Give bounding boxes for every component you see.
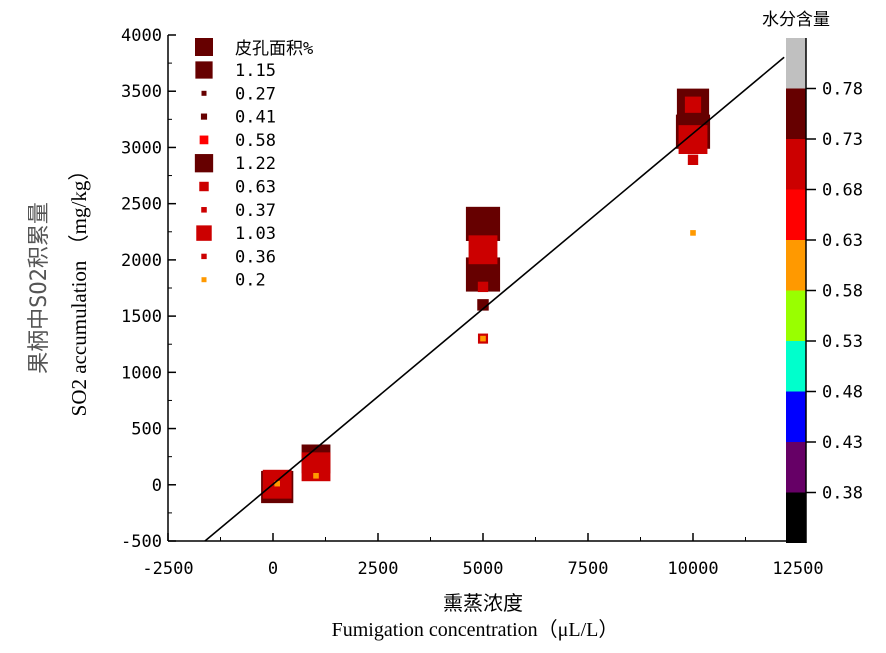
colorbar-tick-label: 0.73 bbox=[822, 130, 863, 150]
colorbar-tick-label: 0.63 bbox=[822, 231, 863, 251]
colorbar-bin bbox=[786, 38, 806, 89]
colorbar-tick-label: 0.68 bbox=[822, 181, 863, 201]
x-tick-label: 2500 bbox=[358, 559, 399, 579]
data-point bbox=[690, 230, 696, 236]
legend-label: 0.27 bbox=[235, 84, 276, 104]
colorbar-bin bbox=[786, 139, 806, 190]
x-axis-title-en: Fumigation concentration（μL/L） bbox=[332, 618, 619, 641]
legend-label: 1.03 bbox=[235, 224, 276, 244]
y-tick-label: 3500 bbox=[121, 82, 162, 102]
x-tick-label: 7500 bbox=[568, 559, 609, 579]
y-axis-title-en: SO2 accumulation （mg/kg） bbox=[67, 160, 91, 417]
x-tick-label: 12500 bbox=[772, 559, 823, 579]
y-tick-label: 0 bbox=[152, 476, 162, 496]
legend-swatch bbox=[201, 90, 207, 96]
colorbar-bin bbox=[786, 391, 806, 442]
y-tick-label: 1000 bbox=[121, 363, 162, 383]
fit-line bbox=[204, 56, 785, 542]
y-tick-label: -500 bbox=[121, 532, 162, 552]
colorbar-tick-label: 0.43 bbox=[822, 433, 863, 453]
legend-label: 0.63 bbox=[235, 178, 276, 198]
data-point bbox=[313, 472, 319, 479]
legend-swatch bbox=[201, 253, 207, 260]
data-point bbox=[684, 96, 702, 113]
y-tick-label: 4000 bbox=[121, 26, 162, 46]
data-point bbox=[477, 299, 489, 311]
legend-title: 皮孔面积% bbox=[235, 39, 313, 59]
colorbar-bin bbox=[786, 240, 806, 291]
colorbar-bin bbox=[786, 442, 806, 493]
colorbar-tick-label: 0.48 bbox=[822, 383, 863, 403]
data-point bbox=[468, 235, 498, 265]
legend-label: 1.15 bbox=[235, 61, 276, 81]
y-tick-label: 2500 bbox=[121, 195, 162, 215]
colorbar-bin bbox=[786, 189, 806, 240]
x-axis-title-cn: 熏蒸浓度 bbox=[443, 591, 523, 615]
data-point bbox=[465, 206, 501, 241]
colorbar: 0.38 0.43 0.48 0.53 0.58 0.63 0.68 0.73 0.78 bbox=[786, 38, 863, 543]
y-axis-title-cn: 果柄中SO2积累量 bbox=[27, 202, 52, 374]
legend-label: 0.2 bbox=[235, 271, 266, 291]
x-tick-label: -2500 bbox=[142, 559, 193, 579]
colorbar-bin bbox=[786, 492, 806, 543]
axes: -500 0 500 1000 1500 2000 2500 3000 3500 4000 -250… bbox=[121, 26, 824, 579]
y-tick-label: 3000 bbox=[121, 138, 162, 158]
legend-swatch bbox=[199, 135, 209, 145]
legend-swatch bbox=[196, 225, 212, 241]
colorbar-bin bbox=[786, 88, 806, 139]
y-tick-label: 2000 bbox=[121, 251, 162, 271]
y-tick-label: 500 bbox=[131, 420, 162, 440]
x-tick-label: 0 bbox=[268, 559, 278, 579]
colorbar-bin bbox=[786, 290, 806, 341]
x-tick-label: 10000 bbox=[667, 559, 718, 579]
legend-swatch bbox=[199, 181, 209, 192]
legend-title-swatch bbox=[195, 38, 213, 56]
data-point bbox=[480, 335, 486, 342]
legend-swatch bbox=[195, 61, 213, 79]
colorbar-tick-label: 0.38 bbox=[822, 484, 863, 504]
legend: 皮孔面积%1.15 0.27 0.41 0.58 1.22 0.63 0.37 1.03 0.3… bbox=[194, 38, 313, 291]
legend-swatch bbox=[200, 113, 208, 120]
x-tick-label: 5000 bbox=[463, 559, 504, 579]
colorbar-title: 水分含量 bbox=[762, 10, 830, 30]
colorbar-tick-label: 0.53 bbox=[822, 332, 863, 352]
data-point bbox=[687, 154, 699, 165]
legend-swatch bbox=[201, 207, 207, 213]
y-tick-label: 1500 bbox=[121, 307, 162, 327]
legend-label: 0.37 bbox=[235, 201, 276, 221]
legend-swatch bbox=[194, 154, 214, 173]
legend-swatch bbox=[201, 277, 207, 283]
colorbar-tick-label: 0.58 bbox=[822, 282, 863, 302]
data-point bbox=[678, 125, 708, 154]
legend-label: 1.22 bbox=[235, 154, 276, 174]
legend-label: 0.58 bbox=[235, 131, 276, 151]
legend-label: 0.36 bbox=[235, 247, 276, 267]
colorbar-bin bbox=[786, 341, 806, 392]
legend-label: 0.41 bbox=[235, 108, 276, 128]
data-point bbox=[477, 281, 489, 293]
data-point bbox=[274, 480, 280, 487]
colorbar-tick-label: 0.78 bbox=[822, 80, 863, 100]
plot-marks bbox=[204, 56, 785, 542]
